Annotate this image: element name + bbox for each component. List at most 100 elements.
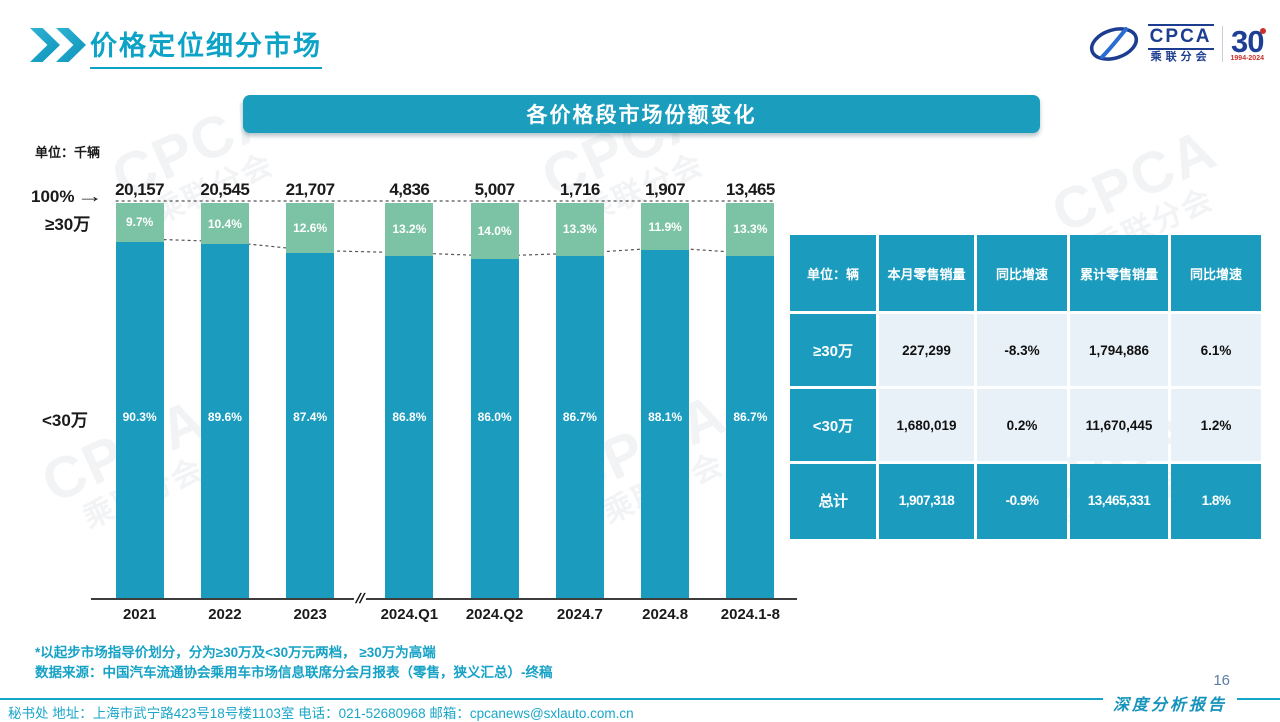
segment-share-label: 88.1%	[648, 409, 683, 424]
legend-ge30-label: ≥30万	[45, 215, 91, 234]
table-data-cell: 1,680,019	[879, 389, 974, 461]
stacked-bar-chart: 100% → ≥30万 <30万 // 20,157 9.7% 90.3% 20,54…	[31, 174, 797, 623]
bar-total-label: 20,157	[115, 179, 165, 199]
table-data-cell: 1.2%	[1171, 389, 1261, 461]
page-title: 价格定位细分市场	[90, 24, 322, 69]
anniversary-number: 30	[1231, 23, 1264, 59]
x-axis-label: 2024.1-8	[720, 606, 780, 623]
report-series-label: 深度分析报告	[1103, 691, 1238, 715]
stacked-bar: 13.3% 86.7%	[726, 202, 775, 600]
y-axis-100-text: 100%	[31, 186, 75, 206]
footnote-line: 数据来源：中国汽车流通协会乘用车市场信息联席分会月报表（零售，狭义汇总）-终稿	[35, 665, 553, 681]
segment-share-label: 86.8%	[392, 409, 427, 424]
stacked-bar: 14.0% 86.0%	[470, 202, 519, 600]
table-data-cell: -0.9%	[977, 464, 1067, 539]
footer-contact: 秘书处 地址：上海市武宁路423号18号楼1103室 电话：021-526809…	[8, 706, 634, 721]
x-axis-label: 2022	[208, 606, 242, 623]
watermark-text: CPCA	[1042, 116, 1227, 246]
segment-share-label: 86.0%	[477, 409, 512, 424]
footnote-line: *以起步市场指导价划分，分为≥30万及<30万元两档， ≥30万为高端	[35, 645, 436, 660]
bar-total-label: 4,836	[389, 179, 430, 199]
x-axis-label: 2024.7	[556, 606, 603, 623]
bar-total-label: 13,465	[725, 179, 776, 199]
axis-break-icon: //	[352, 589, 367, 607]
chart-unit-label: 单位：千辆	[35, 145, 101, 160]
bar-column: 1,716 13.3% 86.7%	[537, 174, 622, 600]
segment-share-label: 89.6%	[207, 409, 242, 424]
table-header-cell: 本月零售销量	[879, 235, 974, 311]
x-axis-label: 2024.Q2	[465, 606, 524, 623]
segment-share-label: 11.9%	[648, 219, 682, 234]
bar-column: 20,545 10.4% 89.6%	[182, 174, 267, 600]
title-chevrons-icon	[30, 28, 86, 62]
bar-column: 5,007 14.0% 86.0%	[452, 174, 537, 600]
logo-divider	[1221, 25, 1223, 62]
x-axis-label: 2023	[293, 606, 327, 623]
bar-column: 20,157 9.7% 90.3%	[97, 174, 182, 600]
anniversary-red-dot-icon	[1260, 27, 1266, 34]
table-header-cell: 累计零售销量	[1070, 235, 1168, 311]
segment-share-label: 13.2%	[392, 222, 427, 237]
segment-share-label: 12.6%	[293, 221, 328, 235]
bar-total-label: 5,007	[474, 179, 516, 199]
bar-column: 4,836 13.2% 86.8%	[367, 174, 452, 600]
x-axis-labels-row: 2021 2022 2023 2024.Q1 2024.Q2 2024.7 2024.8 20…	[97, 606, 793, 623]
bar-segment-ge30: 11.9%	[641, 202, 690, 251]
table-data-cell: 227,299	[879, 314, 974, 386]
bar-segment-ge30: 10.4%	[200, 202, 249, 245]
bar-segment-lt30	[200, 244, 249, 600]
cpca-org-name: 乘联分会	[1150, 50, 1211, 63]
stacked-bar: 13.2% 86.8%	[385, 202, 434, 600]
table-data-cell: 11,670,445	[1070, 389, 1168, 461]
bar-column: 13,465 13.3% 86.7%	[708, 174, 793, 600]
summary-table: 单位：辆 本月零售销量 同比增速 累计零售销量 同比增速 ≥30万 227,299 -8.3%…	[790, 235, 1261, 539]
stacked-bar: 12.6% 87.4%	[286, 202, 335, 600]
bar-total-label: 1,907	[645, 179, 686, 199]
table-data-cell: 13,465,331	[1070, 464, 1168, 539]
bar-segment-ge30: 14.0%	[470, 202, 519, 259]
x-axis-label: 2024.Q1	[380, 606, 439, 623]
segment-share-label: 87.4%	[293, 409, 328, 424]
chart-plot-area: // 20,157 9.7% 90.3% 20,545 10.4% 89.6% 21,707…	[91, 174, 797, 607]
bar-column: 1,907 11.9% 88.1%	[623, 174, 708, 600]
legend-lt30-label: <30万	[42, 411, 88, 430]
table-data-cell: 1.8%	[1171, 464, 1261, 539]
table-row-label: ≥30万	[790, 314, 876, 386]
bar-column: 21,707 12.6% 87.4%	[268, 174, 353, 600]
cpca-logo-text: CPCA 乘联分会	[1147, 24, 1214, 63]
segment-share-label: 86.7%	[733, 409, 768, 424]
table-header-cell: 同比增速	[1171, 235, 1261, 311]
stacked-bar: 13.3% 86.7%	[555, 202, 604, 600]
bar-total-label: 21,707	[285, 179, 336, 199]
segment-share-label: 13.3%	[733, 222, 768, 237]
arrow-right-icon: →	[76, 186, 104, 206]
segment-share-label: 10.4%	[207, 216, 242, 231]
anniversary-years: 1994-2024	[1230, 54, 1264, 62]
anniversary-30-logo: 30 1994-2024	[1230, 23, 1266, 62]
bar-segment-lt30	[115, 241, 164, 600]
bar-segment-lt30	[555, 256, 604, 600]
chevron-right-icon	[30, 28, 60, 62]
cpca-logo: CPCA 乘联分会 30 1994-2024	[1088, 23, 1266, 63]
x-axis-line	[91, 598, 797, 600]
segment-share-label: 90.3%	[122, 409, 157, 424]
table-row-label: 总计	[790, 464, 876, 539]
table-row-label: <30万	[790, 389, 876, 461]
segment-share-label: 86.7%	[562, 409, 597, 424]
y-axis-100-label: 100% →	[31, 186, 104, 207]
chart-banner-title: 各价格段市场份额变化	[243, 95, 1040, 133]
bar-segment-lt30	[470, 258, 519, 600]
bar-segment-lt30	[641, 250, 690, 600]
x-axis-label: 2021	[122, 606, 157, 623]
table-data-cell: 1,794,886	[1070, 314, 1168, 386]
stacked-bar: 11.9% 88.1%	[641, 202, 690, 600]
bar-segment-ge30: 13.3%	[555, 202, 604, 256]
stacked-bar: 10.4% 89.6%	[200, 202, 249, 600]
footnotes: *以起步市场指导价划分，分为≥30万及<30万元两档， ≥30万为高端 数据来源…	[35, 643, 553, 684]
cpca-swoosh-icon	[1089, 26, 1138, 61]
chevron-right-icon	[56, 28, 86, 62]
bar-segment-ge30: 9.7%	[115, 202, 164, 242]
table-data-cell: -8.3%	[977, 314, 1067, 386]
table-data-cell: 1,907,318	[879, 464, 974, 539]
segment-share-label: 13.3%	[562, 222, 597, 237]
